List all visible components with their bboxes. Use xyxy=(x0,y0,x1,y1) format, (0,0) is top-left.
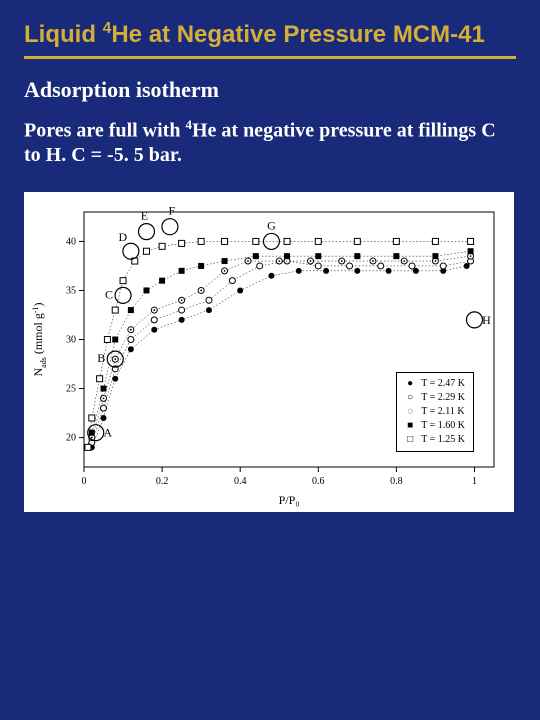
slide-subheading: Adsorption isotherm xyxy=(24,77,516,103)
svg-text:A: A xyxy=(103,426,112,440)
title-rest: He at Negative Pressure MCM-41 xyxy=(111,21,484,48)
svg-text:25: 25 xyxy=(66,384,76,395)
body-p1: Pores are full with xyxy=(24,119,185,141)
slide-body: Pores are full with 4He at negative pres… xyxy=(24,117,516,169)
adsorption-chart: 0 0.2 0.4 0.6 0.8 1 20 25 30 35 40 P/P₀ Nads (mmol g… xyxy=(24,192,514,512)
svg-text:Nads (mmol g-1): Nads (mmol g-1) xyxy=(31,303,48,377)
legend-item: □T = 1.25 K xyxy=(405,433,465,447)
svg-text:0.2: 0.2 xyxy=(156,476,169,487)
svg-text:P/P₀: P/P₀ xyxy=(279,493,300,507)
svg-text:1: 1 xyxy=(472,476,477,487)
chart-legend: ●T = 2.47 K○T = 2.29 K◌T = 2.11 K■T = 1.… xyxy=(396,372,474,452)
svg-text:C: C xyxy=(105,288,113,302)
svg-text:F: F xyxy=(169,204,176,218)
legend-item: ●T = 2.47 K xyxy=(405,377,465,391)
svg-text:0.6: 0.6 xyxy=(312,476,325,487)
title-rule xyxy=(24,56,516,59)
chart-panel: 0 0.2 0.4 0.6 0.8 1 20 25 30 35 40 P/P₀ Nads (mmol g… xyxy=(24,192,514,512)
slide-title: Liquid 4He at Negative Pressure MCM-41 xyxy=(24,20,516,50)
svg-text:0: 0 xyxy=(82,476,87,487)
svg-text:20: 20 xyxy=(66,433,76,444)
title-prefix: Liquid xyxy=(24,21,103,48)
svg-text:35: 35 xyxy=(66,286,76,297)
svg-text:H: H xyxy=(482,313,491,327)
svg-text:30: 30 xyxy=(66,335,76,346)
svg-text:0.4: 0.4 xyxy=(234,476,247,487)
svg-text:0.8: 0.8 xyxy=(390,476,403,487)
legend-item: ◌T = 2.11 K xyxy=(405,405,465,419)
legend-item: ○T = 2.29 K xyxy=(405,391,465,405)
legend-item: ■T = 1.60 K xyxy=(405,419,465,433)
slide: Liquid 4He at Negative Pressure MCM-41 A… xyxy=(0,0,540,532)
svg-text:40: 40 xyxy=(66,237,76,248)
svg-text:E: E xyxy=(141,209,148,223)
svg-text:B: B xyxy=(97,352,105,366)
svg-text:D: D xyxy=(119,231,128,245)
svg-text:G: G xyxy=(267,219,276,233)
